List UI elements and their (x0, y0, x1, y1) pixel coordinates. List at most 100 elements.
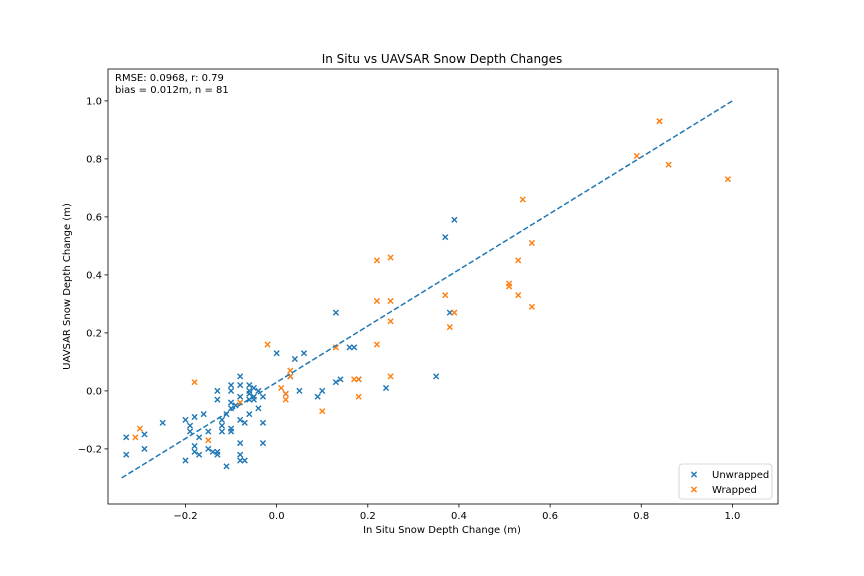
point-wrapped (136, 425, 143, 432)
x-tick-label: 0.0 (269, 511, 285, 522)
point-unwrapped (196, 434, 203, 441)
y-axis-label: UAVSAR Snow Depth Change (m) (62, 203, 73, 370)
y-tick-label: 1.0 (86, 96, 102, 107)
point-unwrapped (141, 445, 148, 452)
point-unwrapped (200, 411, 207, 418)
point-unwrapped (332, 379, 339, 386)
x-tick-label: 1.0 (724, 511, 740, 522)
point-unwrapped (259, 419, 267, 426)
point-unwrapped (218, 428, 226, 435)
point-wrapped (515, 292, 522, 299)
point-wrapped (351, 376, 358, 383)
stats-annotation-line-2: bias = 0.012m, n = 81 (115, 85, 229, 96)
x-tick-label: 0.6 (542, 511, 558, 522)
point-wrapped (519, 196, 526, 203)
y-tick-label: 0.4 (86, 270, 102, 281)
stats-annotation-line-1: RMSE: 0.0968, r: 0.79 (115, 73, 224, 84)
point-unwrapped (237, 393, 244, 400)
point-wrapped (446, 324, 453, 331)
point-unwrapped (241, 457, 248, 464)
point-wrapped (387, 318, 394, 325)
point-wrapped (373, 341, 381, 348)
x-tick-label: 0.2 (360, 511, 376, 522)
point-wrapped (724, 176, 731, 183)
plot-area-frame (107, 68, 779, 505)
point-wrapped (282, 390, 289, 397)
legend: Unwrapped Wrapped (678, 463, 773, 500)
point-unwrapped (227, 399, 235, 406)
point-unwrapped (346, 344, 353, 351)
point-unwrapped (214, 387, 221, 394)
point-unwrapped (182, 416, 189, 423)
legend-marker-unwrapped (690, 471, 698, 478)
legend-frame (678, 463, 773, 500)
point-unwrapped (237, 451, 244, 458)
point-wrapped (282, 396, 289, 403)
point-unwrapped (259, 393, 267, 400)
point-unwrapped (451, 216, 458, 223)
point-unwrapped (123, 434, 130, 441)
point-unwrapped (205, 428, 212, 435)
point-wrapped (132, 434, 139, 441)
point-wrapped (373, 257, 381, 264)
point-unwrapped (237, 373, 244, 380)
point-wrapped (319, 408, 326, 415)
point-wrapped (665, 161, 672, 168)
point-wrapped (528, 303, 535, 310)
point-wrapped (451, 309, 458, 316)
point-wrapped (205, 437, 212, 444)
point-unwrapped (433, 373, 440, 380)
point-unwrapped (241, 419, 248, 426)
point-unwrapped (237, 382, 244, 389)
point-unwrapped (291, 355, 298, 363)
point-wrapped (278, 384, 285, 392)
point-unwrapped (446, 309, 453, 316)
point-unwrapped (205, 445, 212, 452)
point-wrapped (528, 239, 535, 247)
point-unwrapped (250, 384, 257, 392)
point-unwrapped (186, 428, 194, 435)
point-unwrapped (382, 384, 390, 392)
y-tick-label: −0.2 (78, 444, 102, 455)
point-wrapped (505, 283, 513, 290)
point-wrapped (633, 152, 640, 160)
point-unwrapped (296, 387, 303, 394)
point-unwrapped (237, 457, 244, 464)
point-unwrapped (237, 440, 244, 447)
point-unwrapped (246, 382, 253, 389)
point-unwrapped (209, 448, 216, 455)
legend-x-marker (690, 471, 698, 478)
point-unwrapped (246, 411, 253, 418)
y-tick-label: 0.0 (86, 386, 102, 397)
point-unwrapped (259, 440, 267, 447)
point-unwrapped (223, 463, 230, 470)
x-tick-label: 0.4 (451, 511, 467, 522)
y-axis-ticks: −0.2 0.0 0.2 0.4 0.6 0.8 1.0 (78, 96, 108, 455)
chart-title: In Situ vs UAVSAR Snow Depth Changes (322, 52, 563, 66)
point-wrapped (387, 373, 394, 380)
legend-marker-wrapped (690, 486, 698, 493)
point-wrapped (387, 254, 394, 261)
point-unwrapped (227, 382, 235, 389)
plot-marks (121, 100, 733, 479)
point-unwrapped (237, 416, 244, 423)
point-unwrapped (273, 350, 280, 357)
point-wrapped (387, 297, 394, 305)
x-axis-label: In Situ Snow Depth Change (m) (363, 525, 521, 536)
point-unwrapped (337, 376, 344, 383)
point-wrapped (373, 297, 381, 305)
point-unwrapped (214, 451, 221, 458)
point-unwrapped (218, 416, 226, 423)
point-unwrapped (442, 234, 449, 241)
point-wrapped (191, 379, 198, 386)
point-unwrapped (351, 344, 358, 351)
point-unwrapped (182, 457, 189, 464)
point-unwrapped (191, 442, 198, 450)
x-axis-ticks: −0.2 0.0 0.2 0.4 0.6 0.8 1.0 (173, 504, 740, 522)
point-wrapped (355, 393, 362, 400)
point-unwrapped (332, 309, 339, 316)
legend-label-wrapped: Wrapped (712, 485, 757, 496)
point-unwrapped (159, 419, 166, 426)
point-wrapped (515, 257, 522, 264)
